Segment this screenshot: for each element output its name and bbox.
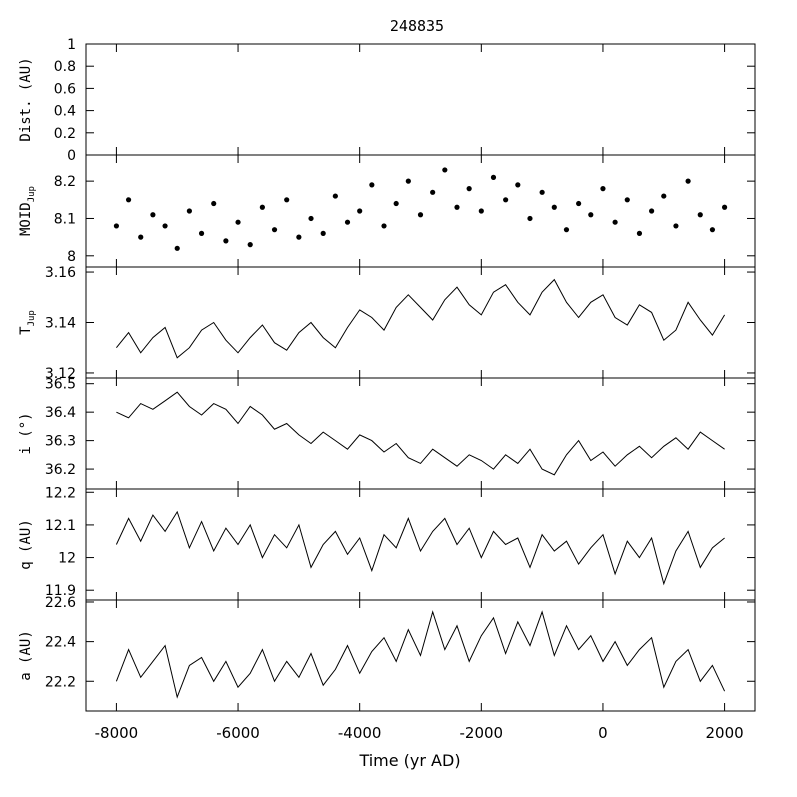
scatter-point	[223, 238, 229, 244]
scatter-point	[709, 227, 716, 233]
y-axis-label: q (AU)	[18, 519, 34, 570]
scatter-point	[430, 189, 436, 195]
scatter-point	[454, 204, 460, 210]
scatter-point	[186, 208, 192, 214]
y-tick-label: 0	[67, 148, 76, 164]
scatter-point	[551, 204, 557, 210]
y-tick-label: 22.2	[45, 674, 76, 690]
x-tick-label: -8000	[95, 724, 139, 742]
scatter-point	[284, 197, 290, 203]
scatter-point	[673, 223, 679, 229]
scatter-point	[235, 219, 241, 225]
scatter-point	[600, 186, 606, 192]
y-tick-label: 12.1	[45, 518, 76, 534]
scatter-point	[138, 234, 144, 240]
scatter-point	[624, 197, 630, 203]
panel-frame	[85, 599, 756, 712]
scatter-point	[539, 189, 545, 195]
scatter-point	[381, 223, 387, 229]
scatter-point	[721, 204, 728, 210]
y-tick-label: 22.6	[45, 595, 76, 611]
x-tick-label: 2000	[705, 724, 743, 742]
y-tick-label: 36.2	[45, 462, 76, 478]
y-tick-label: 0.6	[54, 81, 76, 97]
scatter-point	[661, 193, 667, 199]
scatter-point	[320, 230, 326, 236]
scatter-point	[588, 212, 594, 218]
scatter-point	[503, 197, 509, 203]
scatter-point	[612, 219, 618, 225]
x-tick-label: -4000	[338, 724, 382, 742]
scatter-point	[247, 242, 253, 248]
scatter-point	[198, 230, 205, 236]
scatter-point	[332, 193, 338, 199]
scatter-point	[417, 212, 424, 218]
y-tick-label: 12.2	[45, 485, 76, 501]
y-tick-label: 0.4	[54, 104, 76, 120]
x-tick-label: 0	[598, 724, 608, 742]
scatter-point	[466, 186, 472, 192]
y-axis-label: i (°)	[18, 412, 34, 454]
scatter-point	[344, 219, 351, 225]
x-axis-label: Time (yr AD)	[358, 751, 460, 770]
scatter-point	[125, 197, 132, 203]
scatter-point	[369, 182, 375, 188]
series-line	[115, 510, 725, 586]
y-tick-label: 3.16	[45, 265, 76, 281]
series-line	[115, 610, 726, 699]
scatter-point	[308, 215, 314, 222]
y-tick-label: 11.9	[45, 583, 76, 599]
y-tick-label: 12	[58, 551, 76, 567]
scatter-point	[259, 204, 265, 210]
y-tick-label: 8.1	[54, 211, 76, 227]
scatter-point	[271, 227, 278, 233]
scatter-point	[296, 234, 302, 240]
scatter-point	[478, 208, 484, 214]
scatter-point	[685, 178, 691, 184]
y-tick-label: 8	[67, 249, 76, 265]
scatter-point	[113, 223, 120, 229]
scatter-point	[442, 167, 448, 173]
y-tick-label: 3.14	[45, 316, 76, 332]
y-axis-label: a (AU)	[18, 630, 34, 681]
series-line	[116, 391, 725, 476]
y-tick-label: 0.2	[54, 126, 76, 142]
y-tick-label: 36.4	[45, 405, 76, 421]
scatter-point	[697, 212, 703, 218]
y-tick-label: 0.8	[54, 59, 76, 75]
y-tick-label: 36.5	[45, 377, 76, 393]
scatter-point	[211, 200, 217, 207]
y-tick-label: 8.2	[54, 174, 76, 190]
scatter-point	[527, 215, 533, 222]
scatter-point	[174, 245, 180, 251]
scatter-point	[649, 208, 655, 214]
x-tick-label: -2000	[460, 724, 504, 742]
scatter-point	[576, 200, 582, 207]
panel-5: 22.2 22.4 22.6 a (AU) -8000 -6000 -4000 -2000 0 2…	[18, 595, 756, 742]
figure-title: 248835	[390, 17, 444, 35]
y-tick-label: 22.4	[45, 635, 76, 651]
scatter-point	[490, 174, 497, 180]
y-axis-label: Dist. (AU)	[18, 57, 34, 141]
scatter-point	[563, 227, 570, 233]
scatter-point	[393, 200, 399, 207]
y-tick-label: 36.3	[45, 434, 76, 450]
y-tick-label: 3.12	[45, 366, 76, 382]
scatter-point	[405, 178, 411, 184]
scatter-point	[636, 230, 643, 236]
scatter-point	[150, 212, 156, 218]
scatter-point	[515, 182, 521, 188]
scatter-point	[162, 223, 168, 229]
x-tick-label: -6000	[216, 724, 260, 742]
scatter-point	[357, 208, 363, 214]
series-line	[116, 278, 726, 359]
y-tick-label: 1	[67, 37, 76, 53]
